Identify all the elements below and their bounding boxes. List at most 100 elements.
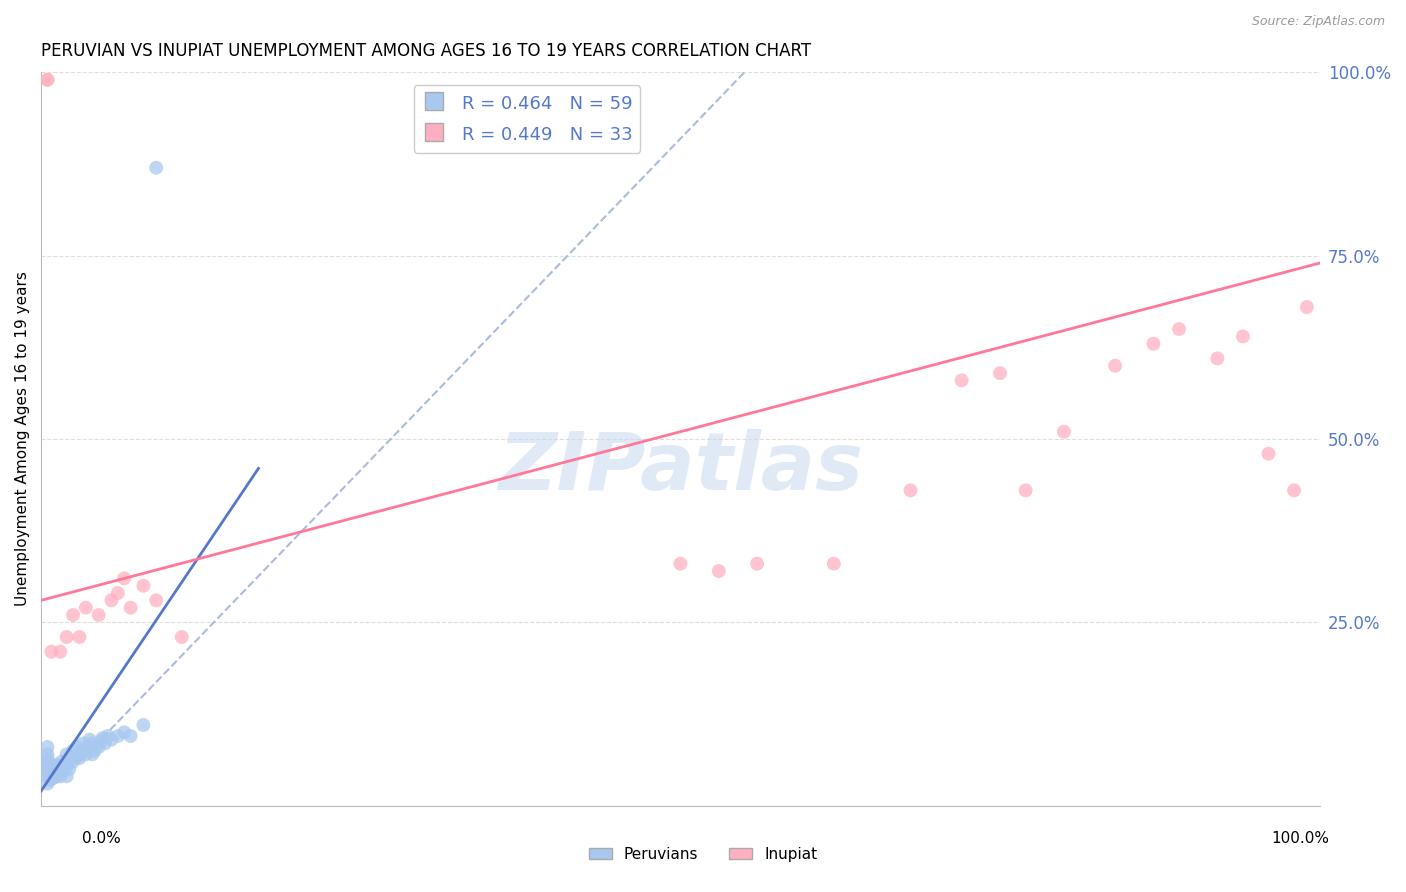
Point <box>42 758 65 772</box>
Point <box>120 729 142 743</box>
Point <box>669 557 692 571</box>
Text: 100.0%: 100.0% <box>1271 831 1330 846</box>
Point <box>91 731 114 746</box>
Point <box>49 758 72 772</box>
Legend: Peruvians, Inupiat: Peruvians, Inupiat <box>582 841 824 868</box>
Point <box>37 747 59 762</box>
Text: PERUVIAN VS INUPIAT UNEMPLOYMENT AMONG AGES 16 TO 19 YEARS CORRELATION CHART: PERUVIAN VS INUPIAT UNEMPLOYMENT AMONG A… <box>41 42 811 60</box>
Point <box>39 762 62 776</box>
Point <box>87 607 110 622</box>
Point <box>55 758 77 772</box>
Point <box>41 760 63 774</box>
Point <box>70 744 93 758</box>
Point <box>79 732 101 747</box>
Point <box>75 600 97 615</box>
Point <box>55 747 77 762</box>
Point <box>37 751 59 765</box>
Point <box>83 744 105 758</box>
Point <box>37 72 59 87</box>
Point <box>41 765 63 780</box>
Point <box>37 755 59 769</box>
Point <box>37 769 59 783</box>
Point <box>37 777 59 791</box>
Point <box>1104 359 1126 373</box>
Point <box>41 758 63 772</box>
Point <box>145 593 167 607</box>
Point <box>39 769 62 783</box>
Point <box>170 630 193 644</box>
Text: Source: ZipAtlas.com: Source: ZipAtlas.com <box>1251 15 1385 28</box>
Point <box>1053 425 1076 439</box>
Point <box>82 736 104 750</box>
Point <box>745 557 768 571</box>
Point <box>132 579 155 593</box>
Point <box>55 769 77 783</box>
Point <box>46 764 69 778</box>
Point <box>87 739 110 754</box>
Text: 0.0%: 0.0% <box>82 831 121 846</box>
Point <box>41 645 63 659</box>
Point <box>1232 329 1254 343</box>
Point <box>41 771 63 785</box>
Point <box>1206 351 1229 366</box>
Point <box>66 739 89 754</box>
Point <box>988 366 1011 380</box>
Point <box>112 725 135 739</box>
Point <box>69 630 91 644</box>
Point <box>55 630 77 644</box>
Point <box>49 769 72 783</box>
Text: ZIPatlas: ZIPatlas <box>498 429 863 508</box>
Point <box>90 734 112 748</box>
Point <box>51 765 73 780</box>
Point <box>1257 447 1279 461</box>
Point <box>59 751 82 765</box>
Point <box>1014 483 1036 498</box>
Point <box>145 161 167 175</box>
Point <box>45 758 67 772</box>
Point <box>53 762 76 776</box>
Point <box>37 765 59 780</box>
Point <box>950 373 973 387</box>
Point <box>72 736 94 750</box>
Point <box>39 765 62 780</box>
Point <box>1168 322 1191 336</box>
Point <box>1296 300 1319 314</box>
Point <box>77 739 100 754</box>
Point <box>41 769 63 783</box>
Point <box>1142 336 1164 351</box>
Point <box>107 729 129 743</box>
Point <box>58 762 80 776</box>
Point <box>49 645 72 659</box>
Point <box>100 593 122 607</box>
Point <box>51 755 73 769</box>
Point <box>707 564 730 578</box>
Point <box>42 771 65 785</box>
Point <box>37 72 59 87</box>
Y-axis label: Unemployment Among Ages 16 to 19 years: Unemployment Among Ages 16 to 19 years <box>15 271 30 607</box>
Point <box>97 729 120 743</box>
Point <box>37 758 59 772</box>
Point <box>39 772 62 787</box>
Point <box>75 747 97 762</box>
Point <box>94 736 117 750</box>
Point <box>62 755 84 769</box>
Point <box>823 557 845 571</box>
Point <box>45 769 67 783</box>
Point <box>37 762 59 776</box>
Legend: R = 0.464   N = 59, R = 0.449   N = 33: R = 0.464 N = 59, R = 0.449 N = 33 <box>413 85 640 153</box>
Point <box>42 768 65 782</box>
Point <box>112 571 135 585</box>
Point <box>120 600 142 615</box>
Point <box>82 747 104 762</box>
Point <box>42 764 65 778</box>
Point <box>100 732 122 747</box>
Point <box>69 751 91 765</box>
Point <box>65 751 87 765</box>
Point <box>900 483 922 498</box>
Point <box>132 718 155 732</box>
Point <box>37 739 59 754</box>
Point <box>107 586 129 600</box>
Point <box>62 607 84 622</box>
Point <box>1282 483 1305 498</box>
Point <box>62 744 84 758</box>
